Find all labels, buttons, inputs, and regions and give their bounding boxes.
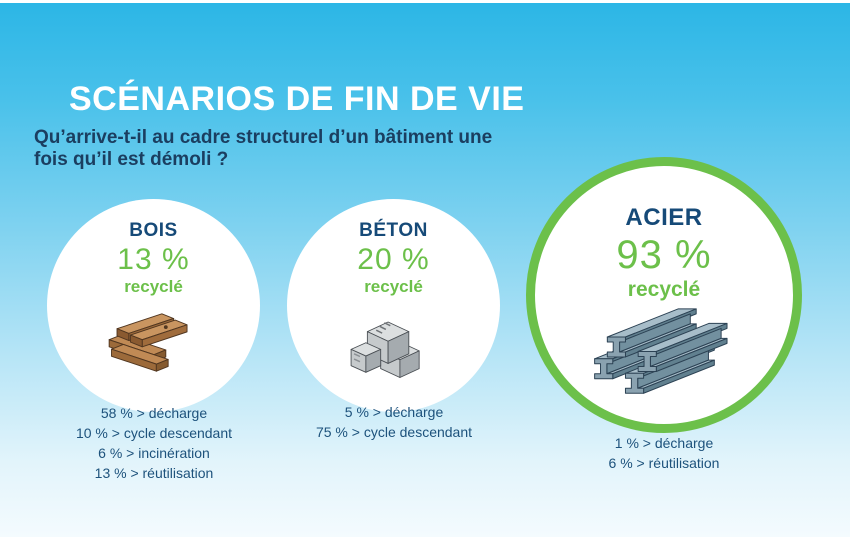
material-name-bois: BOIS bbox=[129, 220, 178, 241]
icon-wrap-bois bbox=[47, 305, 260, 385]
material-recycled-label-acier: recyclé bbox=[627, 278, 701, 301]
breakdown-list-bois: 58 % > décharge 10 % > cycle descendant … bbox=[29, 403, 279, 483]
breakdown-line: 6 % > incinération bbox=[98, 445, 210, 461]
material-card-acier: ACIER 93 % recyclé bbox=[526, 157, 802, 433]
breakdown-list-beton: 5 % > décharge 75 % > cycle descendant bbox=[269, 402, 519, 442]
wood-planks-icon bbox=[108, 313, 188, 372]
breakdown-list-acier: 1 % > décharge 6 % > réutilisation bbox=[539, 433, 789, 473]
icon-wrap-acier bbox=[535, 308, 793, 420]
material-card-beton: BÉTON 20 % recyclé bbox=[287, 199, 500, 412]
concrete-blocks-icon bbox=[350, 321, 420, 378]
material-name-acier: ACIER bbox=[625, 204, 703, 231]
breakdown-line: 1 % > décharge bbox=[614, 435, 714, 451]
icon-wrap-beton bbox=[287, 305, 500, 384]
page-subtitle: Qu’arrive-t-il au cadre structurel d’un … bbox=[34, 127, 493, 171]
steel-beams-icon bbox=[594, 308, 728, 394]
material-card-bois: BOIS 13 % recyclé bbox=[47, 199, 260, 412]
breakdown-line: 58 % > décharge bbox=[100, 405, 208, 421]
material-name-beton: BÉTON bbox=[359, 220, 428, 241]
material-percent-beton: 20 % bbox=[357, 243, 430, 276]
material-percent-acier: 93 % bbox=[616, 233, 712, 277]
breakdown-line: 5 % > décharge bbox=[344, 404, 444, 420]
breakdown-line: 6 % > réutilisation bbox=[608, 455, 720, 471]
material-recycled-label-bois: recyclé bbox=[124, 277, 183, 296]
material-percent-bois: 13 % bbox=[117, 243, 190, 276]
breakdown-line: 13 % > réutilisation bbox=[94, 465, 214, 481]
breakdown-line: 10 % > cycle descendant bbox=[75, 425, 233, 441]
breakdown-line: 75 % > cycle descendant bbox=[315, 424, 473, 440]
material-recycled-label-beton: recyclé bbox=[364, 277, 423, 296]
page-title: SCÉNARIOS DE FIN DE VIE bbox=[69, 80, 525, 118]
